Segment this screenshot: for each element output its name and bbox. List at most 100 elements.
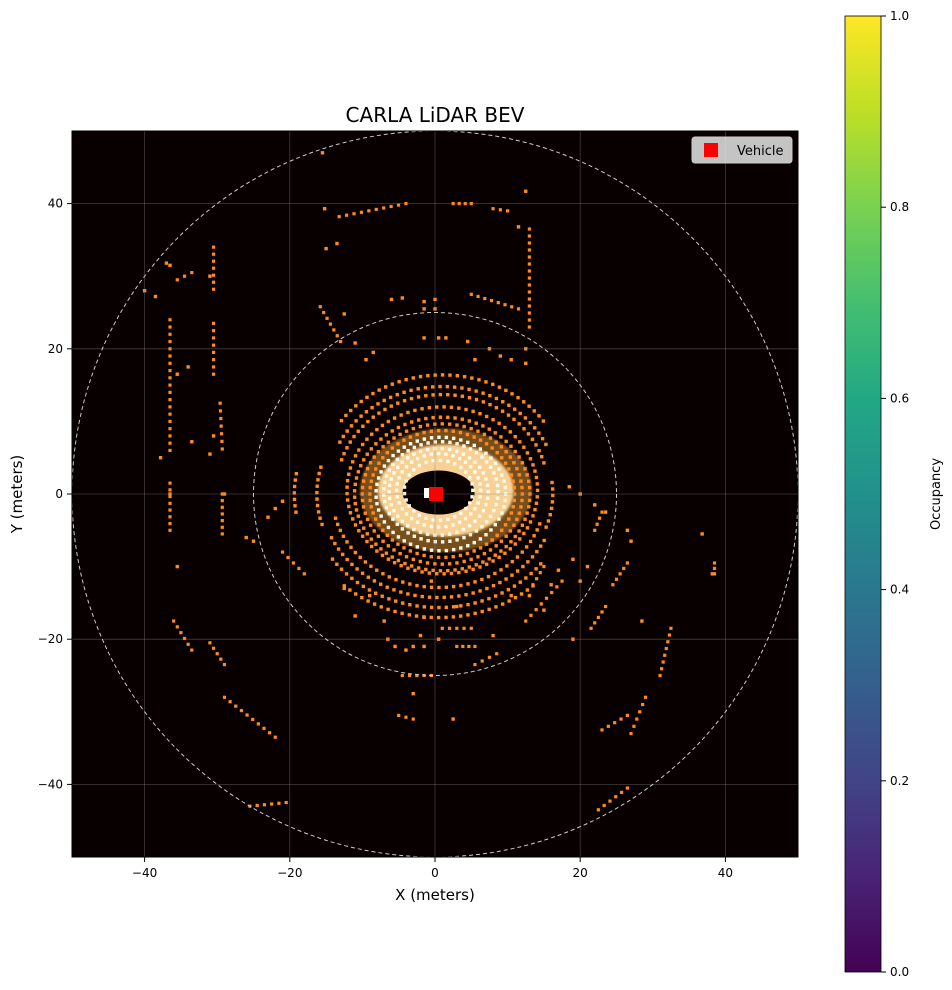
ring-point-5-45 <box>429 555 433 559</box>
ring-point-2-25 <box>395 514 400 518</box>
y-axis-ticks: −40 −20 0 20 40 <box>38 197 72 791</box>
ring-point-6-49 <box>425 561 430 565</box>
ring-point-6-10 <box>488 436 493 440</box>
scatter-point-45 <box>367 593 372 598</box>
ring-point-2-35 <box>461 527 466 532</box>
ring-point-10-23 <box>402 390 406 394</box>
line-point-3-5 <box>168 354 172 358</box>
ring-point-6-54 <box>462 559 466 564</box>
line-point-8-3 <box>469 202 473 206</box>
ring-point-5-18 <box>422 430 426 435</box>
scatter-point-69 <box>640 619 644 623</box>
ring-point-0-19 <box>417 513 422 517</box>
line-point-18-2 <box>415 673 419 678</box>
line-point-31-1 <box>712 566 717 571</box>
ring-point-6-64 <box>515 517 519 522</box>
line-point-23-7 <box>560 579 564 583</box>
ring-point-15-23 <box>500 602 505 606</box>
ring-point-13-1 <box>333 541 337 546</box>
line-point-11-7 <box>516 307 521 311</box>
ring-point-2-5 <box>473 460 477 464</box>
ring-point-14-33 <box>539 562 543 566</box>
ring-point-1-30 <box>457 520 462 524</box>
ring-point-2-33 <box>447 532 452 536</box>
ring-point-6-39 <box>368 523 373 527</box>
ring-point-13-13 <box>399 590 403 594</box>
ring-point-4-15 <box>429 436 434 440</box>
ring-point-7-16 <box>460 417 464 421</box>
ring-point-18-2 <box>292 484 297 489</box>
ring-point-17-8 <box>318 516 322 520</box>
ring-point-15-0 <box>342 584 346 588</box>
ring-point-5-59 <box>509 511 514 515</box>
ring-point-3-1 <box>495 483 500 488</box>
line-point-4-5 <box>211 280 216 284</box>
ring-point-4-41 <box>437 549 441 553</box>
x-axis-label: X (meters) <box>395 886 475 904</box>
ring-point-15-15 <box>444 615 448 620</box>
ring-point-6-38 <box>365 517 370 522</box>
ring-point-5-6 <box>499 456 504 460</box>
ring-point-4-26 <box>375 482 379 487</box>
ring-point-2-27 <box>406 524 410 528</box>
ring-point-10-4 <box>528 421 532 425</box>
scatter-point-50 <box>411 644 415 649</box>
scatter-point-35 <box>473 357 477 362</box>
ring-point-4-55 <box>503 492 508 496</box>
line-point-29-7 <box>669 626 673 630</box>
ring-point-7-18 <box>446 415 450 420</box>
ring-point-1-9 <box>436 451 441 456</box>
line-point-8-2 <box>463 202 467 206</box>
ring-point-3-26 <box>382 499 387 504</box>
ring-point-1-18 <box>395 488 399 493</box>
ring-point-6-1 <box>520 485 524 490</box>
line-point-11-0 <box>469 292 473 296</box>
line-point-16-3 <box>270 802 274 806</box>
ring-point-11-27 <box>365 395 369 400</box>
ring-point-11-3 <box>527 404 531 408</box>
ring-point-11-26 <box>371 391 375 396</box>
line-point-16-5 <box>284 800 288 805</box>
ring-point-15-5 <box>372 602 377 606</box>
line-point-26-3 <box>619 717 623 721</box>
line-point-27-2 <box>608 799 612 803</box>
ring-point-14-25 <box>493 594 498 598</box>
ring-point-10-32 <box>349 424 354 428</box>
line-point-23-1 <box>529 613 533 617</box>
ring-point-4-7 <box>484 451 488 455</box>
ring-point-7-28 <box>379 437 383 441</box>
ring-point-8-47 <box>357 529 361 533</box>
ring-point-4-53 <box>502 505 506 509</box>
ring-point-2-18 <box>392 471 396 475</box>
ring-point-14-7 <box>367 588 372 592</box>
ring-point-12-22 <box>459 583 463 588</box>
ring-point-5-13 <box>458 430 463 435</box>
ring-point-5-36 <box>377 523 381 527</box>
ring-point-7-58 <box>453 568 457 572</box>
ring-point-14-0 <box>330 557 335 561</box>
ring-point-7-17 <box>453 416 457 420</box>
ring-point-11-0 <box>541 419 546 423</box>
ring-point-15-14 <box>436 615 441 620</box>
ring-point-4-40 <box>429 548 434 552</box>
scatter-point-61 <box>527 593 532 598</box>
ring-point-12-8 <box>363 560 368 564</box>
ring-point-4-22 <box>386 458 391 463</box>
line-point-10-0 <box>527 227 531 231</box>
ring-point-5-29 <box>369 479 374 483</box>
line-point-32-2 <box>538 571 542 575</box>
line-point-2-4 <box>219 432 224 436</box>
ring-point-14-14 <box>415 604 419 608</box>
ring-point-13-12 <box>392 588 396 592</box>
ring-point-14-29 <box>518 580 522 584</box>
ring-point-5-55 <box>495 533 499 538</box>
line-point-25-1 <box>614 577 619 581</box>
line-point-20-1 <box>447 626 452 630</box>
line-point-3-0 <box>168 318 172 322</box>
ring-point-11-21 <box>404 377 408 382</box>
ring-point-5-34 <box>371 511 375 515</box>
ring-point-5-44 <box>422 553 426 558</box>
ring-point-7-0 <box>528 492 532 496</box>
ring-point-1-32 <box>469 512 473 516</box>
ring-point-9-0 <box>542 461 546 465</box>
